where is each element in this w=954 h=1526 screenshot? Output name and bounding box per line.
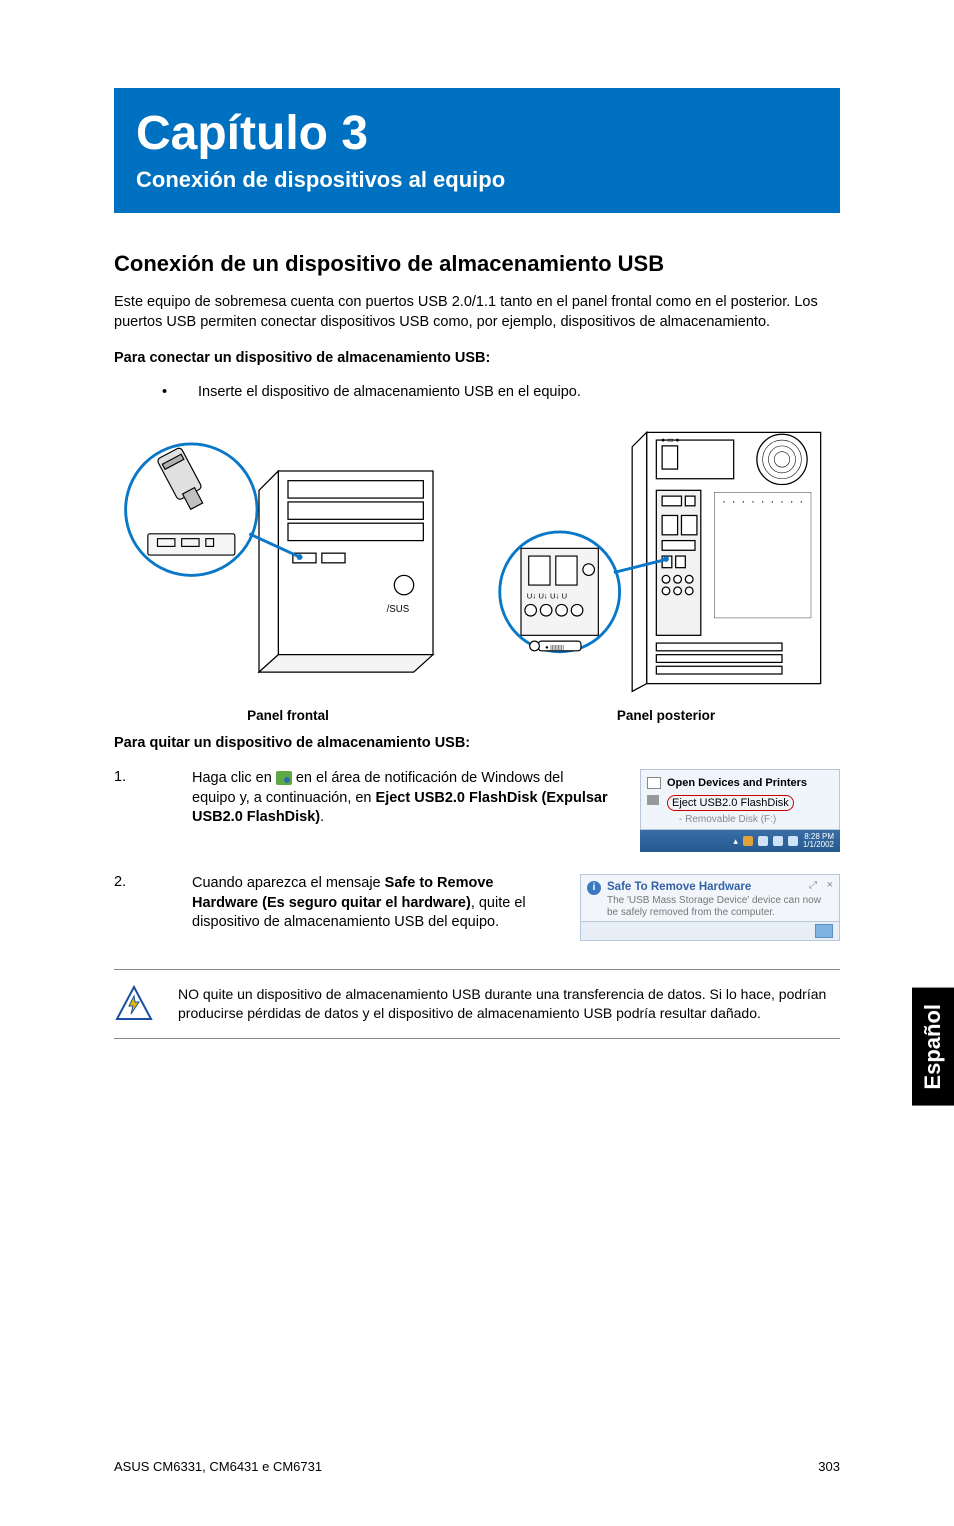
taskbar-date: 1/1/2002 (803, 840, 834, 849)
eject-popup: Open Devices and Printers Eject USB2.0 F… (640, 769, 840, 830)
front-caption: Panel frontal (247, 708, 329, 723)
balloon-message: The 'USB Mass Storage Device' device can… (607, 895, 831, 919)
safe-remove-balloon: i ⤢ × Safe To Remove Hardware The 'USB M… (580, 874, 840, 922)
taskbar-clock: 8:28 PM 1/1/2002 (803, 833, 834, 849)
remove-instruction: Para quitar un dispositivo de almacenami… (114, 735, 840, 751)
page-footer: ASUS CM6331, CM6431 e CM6731 303 (114, 1459, 840, 1474)
intro-paragraph: Este equipo de sobremesa cuenta con puer… (114, 293, 840, 332)
usb-tray-icon (276, 771, 292, 785)
warning-icon-wrap (114, 984, 154, 1024)
taskbar: ▴ 8:28 PM 1/1/2002 (640, 830, 840, 852)
connect-instruction: Para conectar un dispositivo de almacena… (114, 350, 840, 366)
warning-box: NO quite un dispositivo de almacenamient… (114, 969, 840, 1039)
chapter-header: Capítulo 3 Conexión de dispositivos al e… (114, 88, 840, 213)
safe-remove-screenshot: i ⤢ × Safe To Remove Hardware The 'USB M… (580, 874, 840, 941)
front-panel-svg: /SUS (114, 418, 462, 698)
step-1-end: . (320, 809, 324, 825)
svg-text:● ▭ ●: ● ▭ ● (661, 437, 679, 444)
front-panel-illustration: /SUS (114, 418, 462, 723)
chapter-subtitle: Conexión de dispositivos al equipo (136, 167, 818, 193)
warning-icon (114, 984, 154, 1024)
step-2: 2. Cuando aparezca el mensaje Safe to Re… (114, 874, 840, 941)
rear-panel-illustration: ● ▭ ● U↓ U↓ U↓ U (492, 418, 840, 723)
svg-text:● |||||||||: ● ||||||||| (545, 645, 564, 651)
taskbar-speaker-icon (758, 836, 768, 846)
taskbar-shield-icon (743, 836, 753, 846)
bullet-row: • Inserte el dispositivo de almacenamien… (162, 384, 840, 400)
language-tab: Español (912, 988, 954, 1106)
step-1-pre: Haga clic en (192, 770, 276, 786)
pin-icon[interactable]: ⤢ (809, 880, 817, 891)
taskbar-flag-icon: ▴ (733, 836, 738, 847)
balloon-title: Safe To Remove Hardware (607, 881, 831, 893)
bullet-text: Inserte el dispositivo de almacenamiento… (198, 384, 581, 400)
footer-left: ASUS CM6331, CM6431 e CM6731 (114, 1459, 322, 1474)
open-devices-item[interactable]: Open Devices and Printers (641, 774, 839, 792)
balloon-app-icon (815, 924, 833, 938)
bullet-marker: • (162, 384, 198, 400)
chapter-title: Capítulo 3 (136, 106, 818, 161)
step-2-text: Cuando aparezca el mensaje Safe to Remov… (192, 874, 550, 933)
eject-label: Eject USB2.0 FlashDisk (667, 795, 794, 811)
rear-panel-svg: ● ▭ ● U↓ U↓ U↓ U (492, 418, 840, 698)
svg-text:/SUS: /SUS (387, 604, 410, 615)
close-icon[interactable]: × (827, 879, 833, 891)
taskbar-action-icon (788, 836, 798, 846)
content-area: Conexión de un dispositivo de almacenami… (114, 251, 840, 941)
step-1-number: 1. (114, 769, 162, 785)
step-2-pre: Cuando aparezca el mensaje (192, 875, 385, 891)
info-icon: i (587, 881, 601, 895)
usb-icon (647, 795, 659, 805)
eject-menu-screenshot: Open Devices and Printers Eject USB2.0 F… (640, 769, 840, 852)
taskbar-network-icon (773, 836, 783, 846)
open-devices-label: Open Devices and Printers (667, 777, 807, 789)
rear-caption: Panel posterior (617, 708, 715, 723)
step-1-text: Haga clic en en el área de notificación … (192, 769, 610, 828)
step-2-number: 2. (114, 874, 162, 890)
section-heading: Conexión de un dispositivo de almacenami… (114, 251, 840, 277)
removable-disk-label: - Removable Disk (F:) (641, 814, 839, 825)
footer-right: 303 (818, 1459, 840, 1474)
eject-item[interactable]: Eject USB2.0 FlashDisk (641, 792, 839, 814)
svg-text:U↓ U↓ U↓ U: U↓ U↓ U↓ U (527, 592, 567, 601)
balloon-footer (580, 922, 840, 941)
devices-icon (647, 777, 661, 789)
step-1: 1. Haga clic en en el área de notificaci… (114, 769, 840, 852)
illustration-row: /SUS (114, 418, 840, 723)
warning-text: NO quite un dispositivo de almacenamient… (178, 985, 840, 1023)
